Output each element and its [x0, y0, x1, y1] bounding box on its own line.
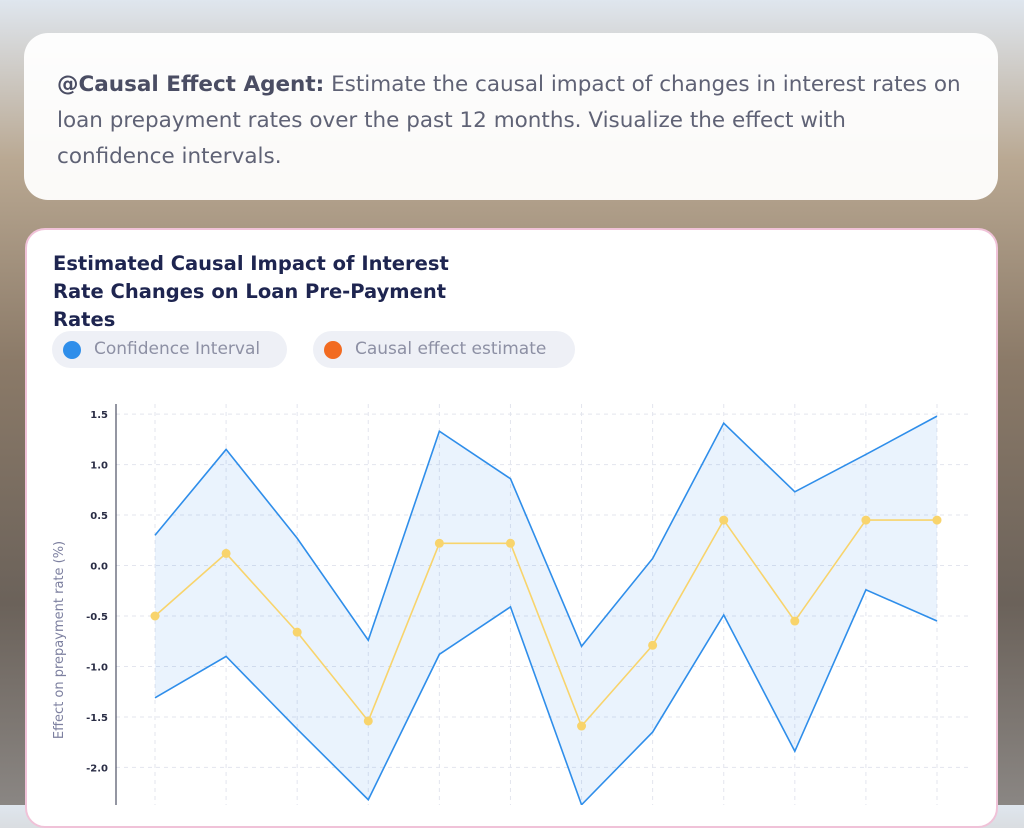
estimate-point: [577, 721, 587, 731]
chart: Effect on prepayment rate (%) 1.5 1.0 0.5 0…: [52, 404, 972, 805]
y-tick-label: 0.0: [90, 562, 108, 573]
estimate-line: [154, 518, 937, 728]
y-tick-label: 1.0: [90, 461, 108, 472]
legend-label: Confidence Interval: [94, 339, 261, 359]
ci-lower: [154, 588, 938, 805]
y-tick-label: -1.0: [86, 662, 108, 673]
prompt-card: @Causal Effect Agent: Estimate the causa…: [24, 33, 998, 200]
y-tick-label: -2.0: [86, 763, 108, 774]
legend-label: Causal effect estimate: [355, 339, 547, 359]
legend-item[interactable]: Confidence Interval: [52, 331, 287, 368]
estimate-point: [861, 515, 871, 525]
chart-title: Estimated Causal Impact of Interest Rate…: [53, 252, 449, 331]
estimate-point: [505, 538, 515, 548]
estimate-point: [790, 616, 800, 626]
estimate-point: [221, 548, 231, 558]
agent-name: @Causal Effect Agent:: [57, 72, 325, 97]
estimate-point: [932, 515, 942, 525]
estimate-point: [719, 515, 729, 525]
legend-dot: [63, 341, 81, 359]
prompt-text: Estimate the causal impact of changes in…: [57, 72, 961, 169]
legend-dot: [324, 341, 342, 359]
estimate-point: [363, 716, 373, 726]
estimate-point: [292, 627, 302, 637]
y-axis-label: Effect on prepayment rate (%): [52, 541, 67, 739]
y-tick-label: 0.5: [90, 511, 108, 522]
estimate-point: [150, 611, 160, 621]
estimate-point: [434, 538, 444, 548]
estimate-point: [648, 640, 658, 650]
y-tick-label: -0.5: [86, 612, 108, 623]
chart-card: Estimated Causal Impact of Interest Rate…: [25, 228, 998, 828]
y-tick-label: 1.5: [90, 410, 108, 421]
legend-item[interactable]: Causal effect estimate: [313, 331, 575, 368]
y-tick-label: -1.5: [86, 713, 108, 724]
confidence-band: [155, 416, 937, 805]
ci-upper: [154, 415, 938, 648]
